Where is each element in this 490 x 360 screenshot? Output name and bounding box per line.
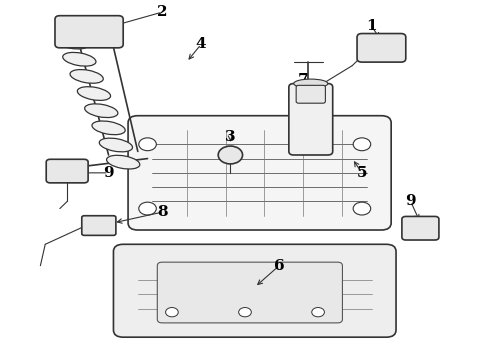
Text: 9: 9 <box>103 166 114 180</box>
FancyBboxPatch shape <box>82 216 116 235</box>
Ellipse shape <box>70 69 103 83</box>
Circle shape <box>353 202 371 215</box>
Ellipse shape <box>294 79 328 88</box>
Circle shape <box>239 307 251 317</box>
Ellipse shape <box>63 53 96 66</box>
FancyBboxPatch shape <box>296 85 325 103</box>
FancyBboxPatch shape <box>46 159 88 183</box>
FancyBboxPatch shape <box>128 116 391 230</box>
Text: 1: 1 <box>367 19 377 33</box>
Circle shape <box>139 202 156 215</box>
Text: 2: 2 <box>157 5 168 19</box>
Text: 6: 6 <box>274 259 284 273</box>
Circle shape <box>353 138 371 151</box>
Text: 7: 7 <box>298 73 309 87</box>
Circle shape <box>312 307 324 317</box>
FancyBboxPatch shape <box>55 16 123 48</box>
Text: 8: 8 <box>157 205 168 219</box>
FancyBboxPatch shape <box>357 33 406 62</box>
Text: 5: 5 <box>357 166 367 180</box>
FancyBboxPatch shape <box>402 216 439 240</box>
Text: 9: 9 <box>405 194 416 208</box>
Ellipse shape <box>55 35 89 49</box>
Circle shape <box>139 138 156 151</box>
Ellipse shape <box>107 155 140 169</box>
Circle shape <box>166 307 178 317</box>
FancyBboxPatch shape <box>114 244 396 337</box>
Ellipse shape <box>85 104 118 118</box>
Ellipse shape <box>92 121 125 135</box>
Text: 3: 3 <box>225 130 236 144</box>
FancyBboxPatch shape <box>157 262 343 323</box>
FancyBboxPatch shape <box>289 84 333 155</box>
Circle shape <box>218 146 243 164</box>
Ellipse shape <box>77 87 111 100</box>
Ellipse shape <box>99 138 132 152</box>
Text: 4: 4 <box>196 37 206 51</box>
